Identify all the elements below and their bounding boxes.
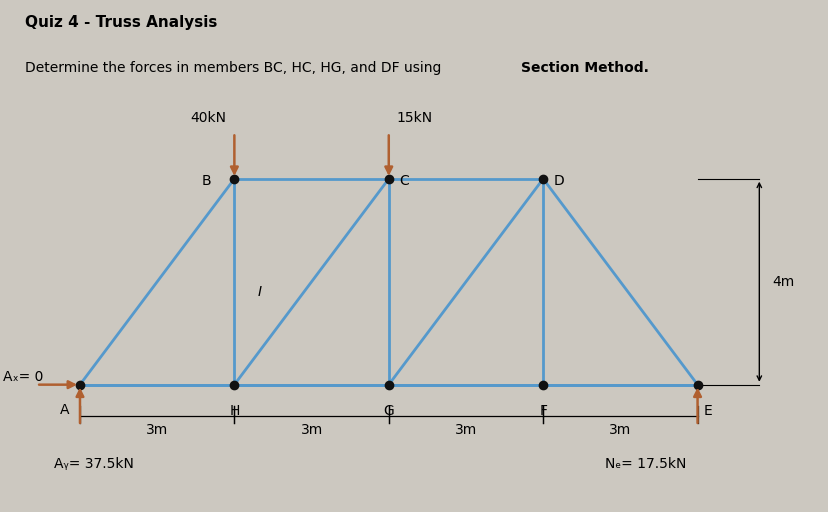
Text: D: D <box>552 174 563 188</box>
Text: G: G <box>383 404 393 418</box>
Text: 4m: 4m <box>771 275 793 289</box>
Text: H: H <box>229 404 239 418</box>
Text: Section Method.: Section Method. <box>520 61 648 75</box>
Text: Nₑ= 17.5kN: Nₑ= 17.5kN <box>604 457 686 472</box>
Text: B: B <box>201 174 210 188</box>
Text: Aₓ= 0: Aₓ= 0 <box>2 370 43 384</box>
Text: Quiz 4 - Truss Analysis: Quiz 4 - Truss Analysis <box>25 15 217 30</box>
Text: A: A <box>60 402 70 417</box>
Text: Determine the forces in members BC, HC, HG, and DF using: Determine the forces in members BC, HC, … <box>25 61 445 75</box>
Text: 15kN: 15kN <box>396 111 432 125</box>
Text: E: E <box>703 404 711 418</box>
Text: 3m: 3m <box>300 423 322 437</box>
Text: I: I <box>258 285 262 299</box>
Text: 3m: 3m <box>609 423 631 437</box>
Text: 3m: 3m <box>455 423 477 437</box>
Text: 40kN: 40kN <box>190 111 226 125</box>
Text: F: F <box>538 404 546 418</box>
Text: C: C <box>399 174 408 188</box>
Text: 3m: 3m <box>146 423 168 437</box>
Text: Aᵧ= 37.5kN: Aᵧ= 37.5kN <box>54 457 134 472</box>
